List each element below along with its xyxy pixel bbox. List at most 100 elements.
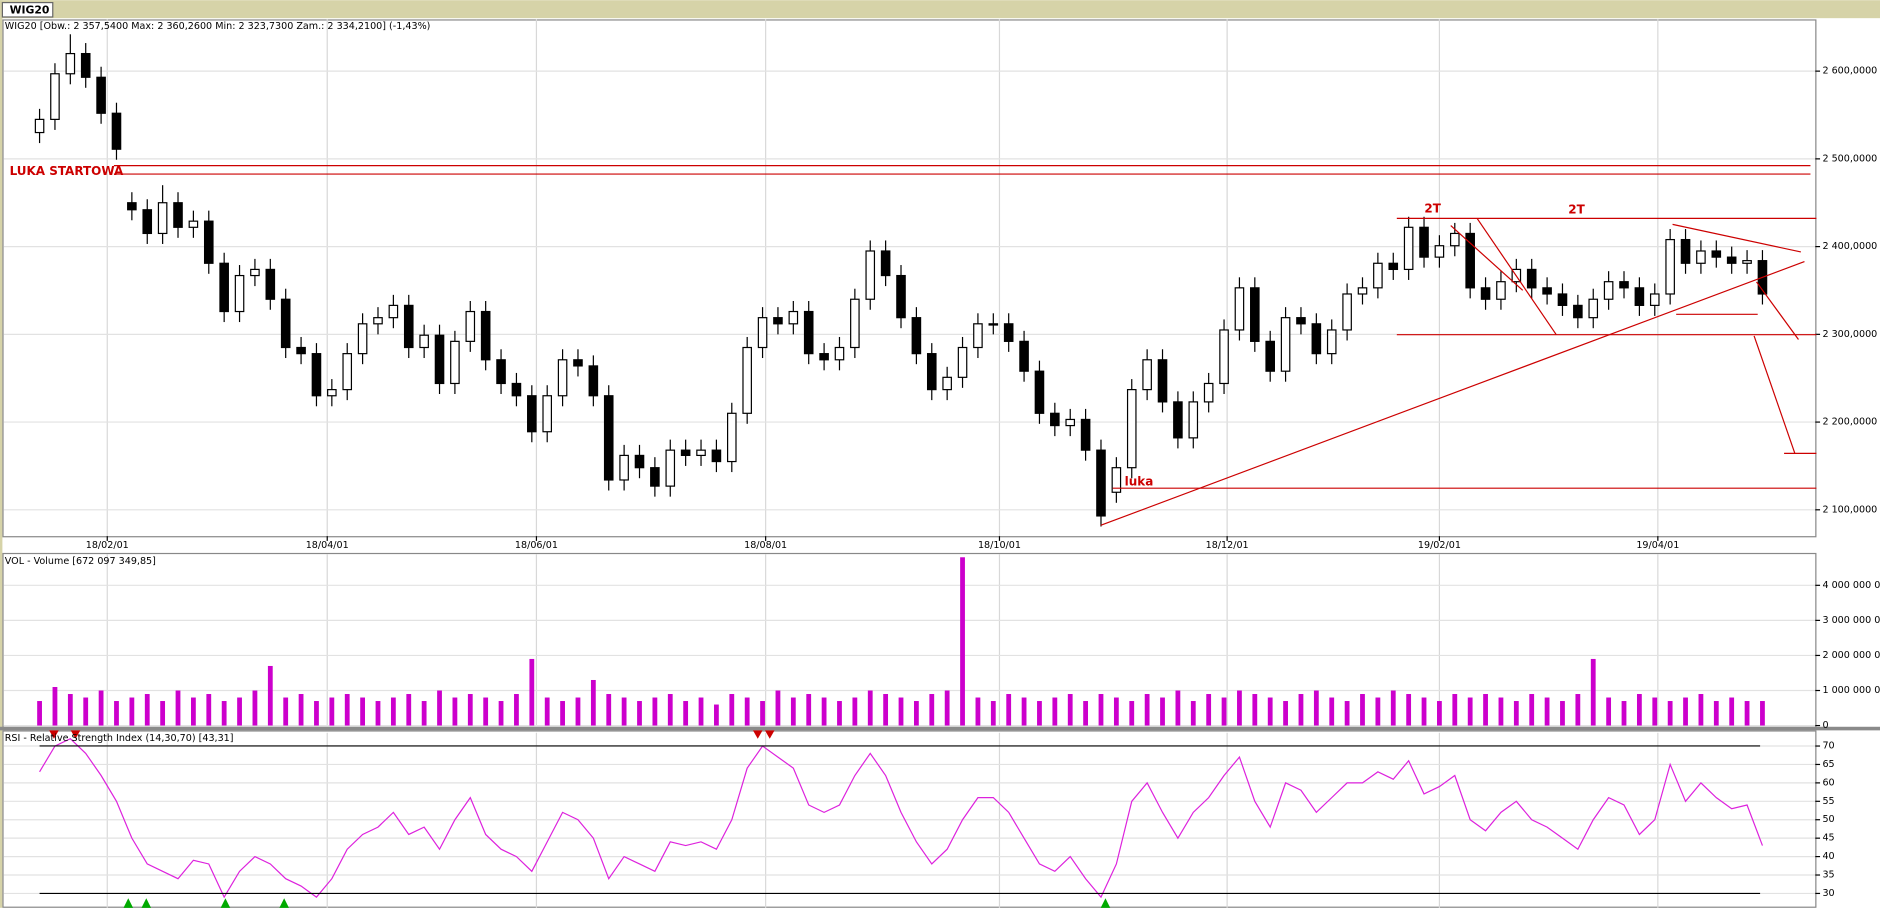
volume-bar [98, 690, 104, 726]
volume-bar [83, 697, 89, 726]
candle-body [665, 449, 676, 487]
candle-body [1649, 293, 1660, 306]
x-tick-label: 18/06/01 [515, 540, 558, 551]
candle-body [280, 298, 291, 349]
candle-body [496, 359, 506, 385]
volume-bar [1683, 697, 1688, 726]
candle-body [1080, 418, 1091, 451]
candle-body [1388, 262, 1399, 271]
volume-bar [483, 697, 489, 726]
candle-body [357, 323, 368, 355]
x-tick-label: 18/12/01 [1206, 540, 1249, 551]
candle-body [819, 353, 829, 361]
x-tick-label: 18/10/01 [978, 540, 1021, 551]
volume-bar [283, 697, 289, 726]
volume-bar [314, 701, 319, 726]
y-tick-label: 55 [1822, 796, 1834, 807]
volume-bar [867, 690, 873, 726]
candle-body [50, 73, 60, 120]
volume-bar [683, 701, 689, 726]
volume-bar [1037, 701, 1042, 726]
candle-body [1326, 329, 1337, 355]
candle-body [1034, 370, 1045, 414]
volume-bar [729, 694, 735, 726]
candle-body [942, 376, 952, 391]
volume-bar [1390, 690, 1396, 726]
candle-body [1557, 293, 1568, 306]
candle-body [1419, 226, 1429, 258]
volume-bar [852, 697, 858, 726]
volume-bar [913, 701, 919, 726]
volume-bar [114, 701, 119, 726]
candle-body [1480, 287, 1491, 300]
candle-body [419, 334, 429, 349]
volume-bar [1406, 694, 1412, 726]
candle-body [434, 334, 445, 385]
volume-bar [144, 694, 150, 726]
tab-label[interactable]: WIG20 [10, 3, 50, 16]
candle-body [388, 304, 399, 319]
volume-bar [221, 701, 227, 726]
candle-body [896, 274, 906, 319]
volume-bar [1636, 694, 1642, 726]
volume-bar [406, 694, 412, 726]
volume-bar [175, 690, 181, 726]
volume-bar [621, 697, 627, 726]
candle-body [1188, 401, 1199, 439]
candle-body [1742, 260, 1752, 264]
volume-bar [1590, 658, 1596, 726]
candle-body [1711, 250, 1722, 258]
candle-body [880, 250, 891, 277]
candle-body [173, 202, 183, 228]
candle-body [957, 346, 968, 378]
candle-body [1542, 287, 1552, 295]
candle-body [250, 268, 260, 277]
volume-bar [1421, 697, 1427, 726]
volume-bar [360, 697, 366, 726]
volume-bar [1621, 701, 1627, 726]
volume-bar [206, 694, 212, 726]
volume-bar [837, 701, 842, 726]
candle-body [1050, 412, 1060, 427]
candle-body [603, 395, 614, 481]
y-tick-label: 60 [1822, 777, 1834, 788]
y-tick-label: 2 500,0000 [1822, 153, 1877, 164]
volume-bar [452, 697, 458, 726]
volume-bar [590, 679, 596, 726]
annotation: 2T [1424, 201, 1441, 215]
candle-body [1126, 389, 1137, 469]
y-tick-label: 2 600,0000 [1822, 66, 1877, 77]
y-tick-label: 2 100,0000 [1822, 504, 1877, 515]
candle-body [1003, 323, 1014, 342]
candle-body [1603, 281, 1614, 300]
volume-bar [883, 694, 889, 726]
volume-bar [560, 701, 565, 726]
candle-body [1203, 382, 1214, 403]
buy-signal [220, 898, 231, 908]
volume-bar [1606, 697, 1612, 726]
buy-signal [1100, 898, 1111, 908]
channel-line [1476, 218, 1557, 336]
candle-body [1357, 287, 1368, 295]
volume-bar [467, 694, 473, 726]
volume-bar [667, 694, 673, 726]
volume-bar [1267, 697, 1273, 726]
sell-signal [49, 730, 59, 739]
y-tick-label: 2 000 000 000 [1822, 650, 1880, 661]
candle-body [542, 395, 552, 433]
volume-bar [1452, 694, 1458, 726]
candle-body [403, 304, 414, 349]
panel-separator [0, 726, 1880, 731]
candle-body [1296, 317, 1306, 325]
candle-body [111, 112, 122, 150]
volume-bar [1083, 701, 1089, 726]
candle-body [788, 310, 799, 325]
candle-body [1496, 281, 1506, 300]
y-tick-label: 35 [1822, 870, 1834, 881]
volume-bar [1744, 701, 1750, 726]
x-tick-label: 18/08/01 [744, 540, 787, 551]
candle-body [527, 395, 537, 433]
tab[interactable] [1, 1, 54, 18]
